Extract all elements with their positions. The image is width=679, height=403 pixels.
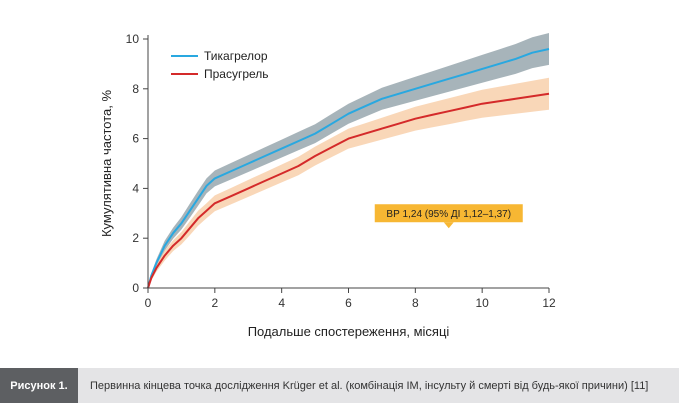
y-tick-label: 8 xyxy=(132,82,139,96)
y-tick-label: 6 xyxy=(132,132,139,146)
cumulative-incidence-chart: 0 2 4 6 8 10 12 0 2 4 6 8 10 Подальше спостереження, … xyxy=(99,32,556,339)
y-tick-label: 4 xyxy=(132,181,139,195)
series-line-prasugrel xyxy=(147,92,550,289)
series-lines xyxy=(147,48,550,289)
legend-label-ticagrelor: Тикагрелор xyxy=(204,49,268,63)
x-tick-label: 4 xyxy=(278,296,285,310)
x-tick-label: 6 xyxy=(345,296,352,310)
y-tick-label: 2 xyxy=(132,231,139,245)
x-tick-label: 12 xyxy=(542,296,556,310)
legend-label-prasugrel: Прасугрель xyxy=(204,67,269,81)
annotation-box xyxy=(374,204,523,223)
axes: 0 2 4 6 8 10 12 0 2 4 6 8 10 Подальше спостереження, … xyxy=(99,32,556,339)
series-line-ticagrelor xyxy=(147,48,550,289)
figure-caption-label: Рисунок 1. xyxy=(0,368,78,403)
y-axis-title: Кумулятивна частота, % xyxy=(99,90,114,238)
figure-caption: Рисунок 1. Первинна кінцева точка дослід… xyxy=(0,368,679,403)
x-tick-label: 10 xyxy=(475,296,489,310)
x-tick-label: 2 xyxy=(211,296,218,310)
y-tick-label: 0 xyxy=(132,281,139,295)
annotation-text: ВР 1,24 (95% ДІ 1,12–1,37) xyxy=(386,209,511,220)
x-tick-label: 0 xyxy=(145,296,152,310)
hazard-ratio-annotation: ВР 1,24 (95% ДІ 1,12–1,37) xyxy=(374,204,523,229)
legend: Тикагрелор Прасугрель xyxy=(171,49,269,81)
ci-band-ticagrelor xyxy=(148,33,549,288)
x-axis-title: Подальше спостереження, місяці xyxy=(248,324,450,339)
x-tick-label: 8 xyxy=(412,296,419,310)
y-tick-label: 10 xyxy=(126,32,140,46)
figure-caption-text: Первинна кінцева точка дослідження Krüge… xyxy=(90,379,649,392)
annotation-pointer xyxy=(443,222,454,229)
